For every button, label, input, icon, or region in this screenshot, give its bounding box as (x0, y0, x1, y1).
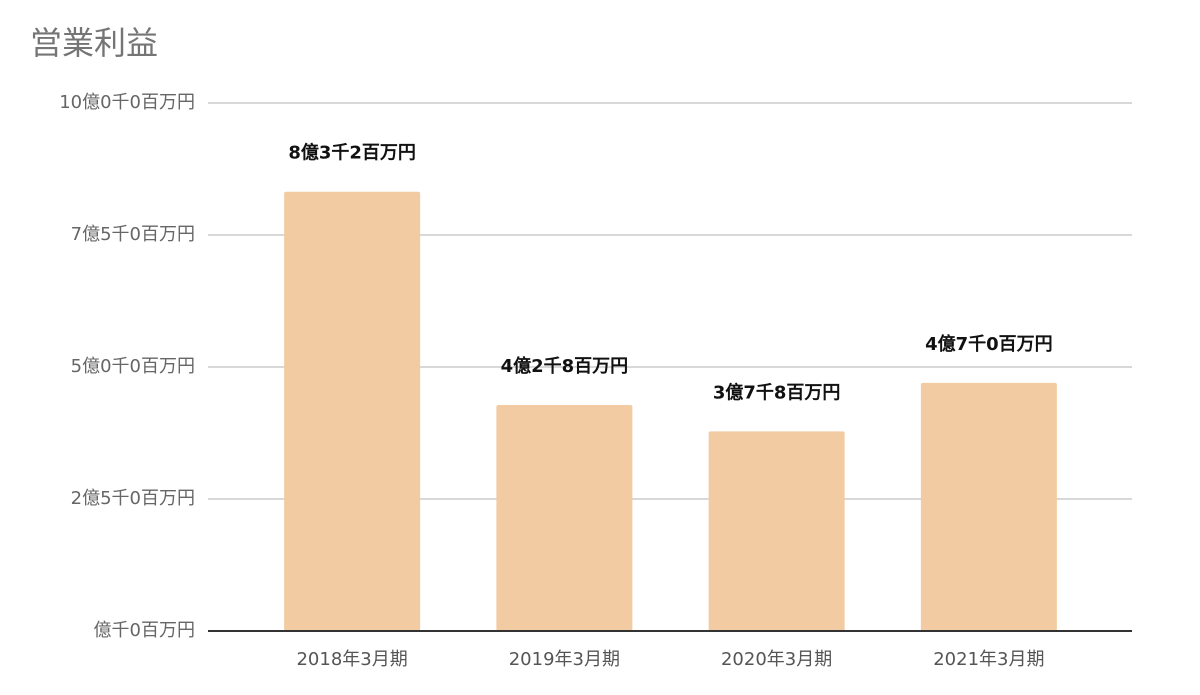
y-tick-label: 10億0千0百万円 (59, 92, 195, 113)
x-tick-label: 2021年3月期 (933, 649, 1044, 670)
bar (284, 191, 421, 632)
y-tick-label: 2億5千0百万円 (71, 488, 195, 509)
y-tick-label: 5億0千0百万円 (71, 356, 195, 377)
value-label: 4億2千8百万円 (501, 355, 629, 377)
y-tick-label: 7億5千0百万円 (71, 224, 195, 245)
x-tick-label: 2020年3月期 (721, 649, 832, 670)
x-tick-label: 2019年3月期 (509, 649, 620, 670)
bar (708, 431, 845, 631)
chart-title: 営業利益 (30, 24, 158, 62)
y-tick-label: 億千0百万円 (94, 620, 195, 641)
value-label: 3億7千8百万円 (713, 381, 841, 403)
value-label: 4億7千0百万円 (925, 333, 1053, 355)
x-tick-label: 2018年3月期 (296, 649, 407, 670)
bar (496, 405, 633, 631)
value-label: 8億3千2百万円 (288, 142, 416, 164)
bar (920, 382, 1057, 631)
